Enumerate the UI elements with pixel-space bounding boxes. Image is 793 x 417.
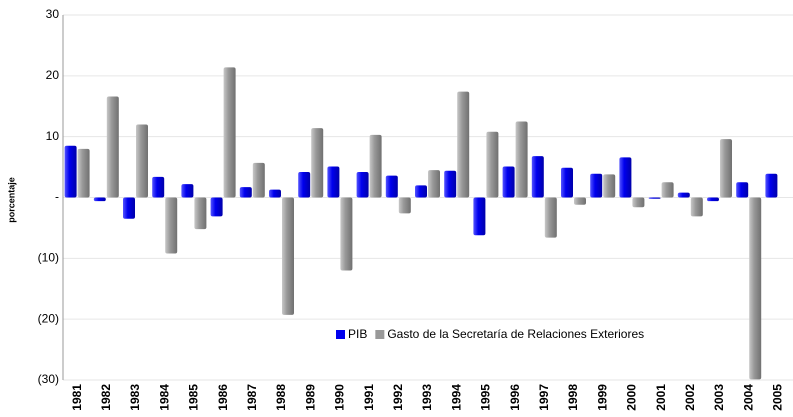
bar: [210, 197, 223, 217]
bar: [93, 197, 106, 202]
bar: [690, 197, 703, 217]
bar: [486, 131, 499, 198]
y-tick-label: 20: [46, 68, 60, 82]
bar: [765, 173, 778, 198]
x-tick-label: 1984: [157, 384, 171, 411]
bar: [152, 176, 165, 198]
bar: [415, 185, 427, 198]
x-tick-label: 1986: [216, 384, 230, 411]
bar: [77, 148, 90, 198]
bar: [574, 197, 586, 205]
legend-swatch: [375, 330, 385, 339]
bar: [544, 197, 557, 238]
bar: [398, 197, 411, 214]
legend-swatch: [336, 330, 345, 339]
x-tick-label: 1992: [391, 384, 405, 411]
x-tick-label: 1997: [537, 384, 551, 411]
bar: [457, 91, 470, 198]
bar: [369, 134, 382, 198]
bar: [632, 197, 645, 208]
x-tick-label: 1991: [362, 384, 376, 411]
bar: [603, 174, 616, 198]
bar: [252, 162, 265, 198]
bar: [473, 197, 486, 236]
bar: [619, 157, 632, 198]
bar: [136, 124, 148, 198]
bar: [106, 96, 119, 198]
y-tick-label: (30): [38, 372, 59, 386]
bar: [648, 197, 661, 199]
bar: [531, 156, 544, 198]
x-tick-label: 2005: [771, 384, 785, 411]
x-tick-label: 1999: [595, 384, 609, 411]
y-tick-label: -: [55, 190, 59, 204]
bar: [356, 171, 369, 198]
x-tick-label: 1982: [99, 384, 113, 411]
bar: [64, 145, 77, 198]
bar: [677, 192, 690, 198]
x-tick-label: 2001: [654, 384, 668, 411]
y-tick-label: (10): [38, 251, 59, 265]
legend-label: Gasto de la Secretaría de Relaciones Ext…: [387, 327, 644, 341]
bar: [340, 197, 353, 271]
x-tick-label: 1993: [420, 384, 434, 411]
bar: [223, 67, 236, 198]
bar: [444, 170, 457, 198]
y-axis-label: porcentaje: [6, 177, 16, 223]
x-tick-label: 1981: [70, 384, 84, 411]
bar: [165, 197, 178, 254]
x-tick-label: 2000: [625, 384, 639, 411]
bar: [707, 197, 719, 202]
x-tick-label: 1987: [245, 384, 259, 411]
x-tick-label: 1995: [479, 384, 493, 411]
bar: [269, 189, 281, 198]
bar: [327, 166, 340, 198]
y-tick-label: 30: [46, 7, 60, 21]
x-tick-label: 1994: [449, 384, 463, 411]
y-tick-label: 10: [46, 129, 60, 143]
bar: [311, 128, 324, 198]
bar: [561, 167, 573, 198]
x-tick-label: 1996: [508, 384, 522, 411]
bar: [194, 197, 207, 230]
x-tick-label: 1985: [187, 384, 201, 411]
x-tick-label: 1990: [333, 384, 347, 411]
bar: [123, 197, 135, 219]
legend-box: [330, 324, 692, 346]
x-tick-label: 2004: [741, 384, 755, 411]
bar: [590, 173, 603, 198]
bar: [385, 175, 398, 198]
bar: [720, 139, 732, 198]
bar: [282, 197, 294, 315]
legend-label: PIB: [348, 327, 367, 341]
bar: [749, 197, 762, 380]
x-tick-label: 1983: [128, 384, 142, 411]
bar: [428, 170, 440, 198]
x-tick-label: 2002: [683, 384, 697, 411]
bar: [661, 182, 674, 198]
x-tick-label: 1998: [566, 384, 580, 411]
y-tick-label: (20): [38, 311, 59, 325]
bar: [736, 182, 749, 198]
bar: [298, 171, 311, 198]
bar: [239, 187, 252, 198]
bar: [181, 184, 194, 198]
bar: [502, 166, 515, 198]
x-tick-label: 2003: [712, 384, 726, 411]
x-tick-label: 1988: [274, 384, 288, 411]
x-tick-label: 1989: [303, 384, 317, 411]
bar: [515, 121, 528, 198]
